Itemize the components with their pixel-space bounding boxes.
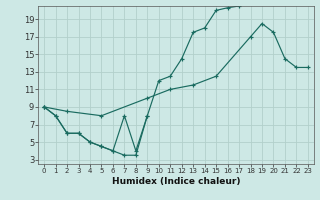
X-axis label: Humidex (Indice chaleur): Humidex (Indice chaleur) bbox=[112, 177, 240, 186]
